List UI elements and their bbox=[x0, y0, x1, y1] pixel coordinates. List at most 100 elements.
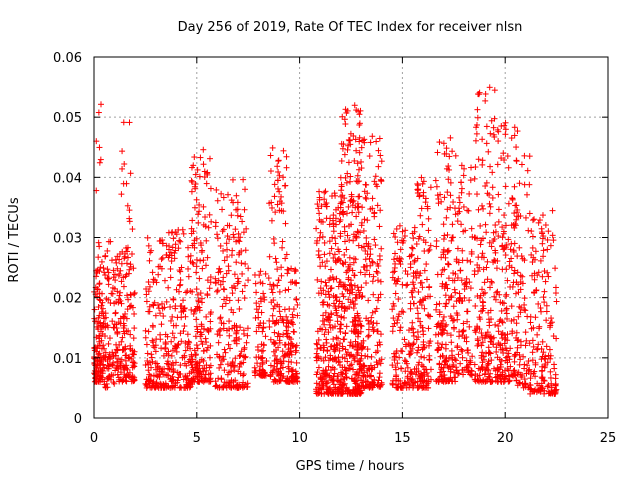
data-point bbox=[102, 384, 109, 391]
data-point bbox=[95, 109, 102, 116]
data-point bbox=[323, 336, 330, 343]
data-point bbox=[218, 375, 225, 382]
data-point bbox=[200, 221, 207, 228]
data-point bbox=[98, 357, 105, 364]
data-point bbox=[259, 328, 266, 335]
data-point bbox=[224, 191, 231, 198]
data-point bbox=[161, 365, 168, 372]
data-point bbox=[390, 230, 397, 237]
data-point bbox=[371, 326, 378, 333]
data-point bbox=[242, 260, 249, 267]
data-point bbox=[487, 163, 494, 170]
y-tick-label: 0.02 bbox=[53, 292, 82, 307]
data-point bbox=[207, 274, 214, 281]
data-point bbox=[152, 342, 159, 349]
data-point bbox=[172, 359, 179, 366]
data-point bbox=[240, 176, 247, 183]
data-point bbox=[479, 349, 486, 356]
data-point bbox=[450, 324, 457, 331]
data-point bbox=[213, 288, 220, 295]
data-point bbox=[280, 147, 287, 154]
data-point bbox=[340, 336, 347, 343]
data-point bbox=[191, 154, 198, 161]
data-point bbox=[524, 191, 531, 198]
data-point bbox=[327, 266, 334, 273]
data-point bbox=[114, 288, 121, 295]
data-point bbox=[502, 119, 509, 126]
data-point bbox=[120, 283, 127, 290]
data-point bbox=[486, 322, 493, 329]
data-point bbox=[223, 327, 230, 334]
data-point bbox=[291, 268, 298, 275]
data-point bbox=[167, 249, 174, 256]
data-point bbox=[163, 360, 170, 367]
data-point bbox=[543, 308, 550, 315]
data-point bbox=[432, 331, 439, 338]
data-point bbox=[185, 273, 192, 280]
data-point bbox=[185, 379, 192, 386]
data-point bbox=[192, 364, 199, 371]
data-point bbox=[479, 202, 486, 209]
data-point bbox=[116, 341, 123, 348]
data-point bbox=[475, 206, 482, 213]
data-point bbox=[341, 238, 348, 245]
data-point bbox=[123, 260, 130, 267]
data-point bbox=[149, 358, 156, 365]
data-point bbox=[105, 275, 112, 282]
data-point bbox=[392, 290, 399, 297]
data-point bbox=[226, 369, 233, 376]
data-point bbox=[418, 353, 425, 360]
data-point bbox=[149, 269, 156, 276]
data-point bbox=[486, 84, 493, 91]
data-point bbox=[106, 351, 113, 358]
data-point bbox=[110, 360, 117, 367]
data-point bbox=[472, 302, 479, 309]
data-point bbox=[201, 168, 208, 175]
data-point bbox=[514, 128, 521, 135]
data-point bbox=[427, 366, 434, 373]
data-point bbox=[273, 259, 280, 266]
data-point bbox=[169, 229, 176, 236]
data-point bbox=[216, 332, 223, 339]
data-point bbox=[204, 254, 211, 261]
data-point bbox=[200, 146, 207, 153]
data-point bbox=[227, 345, 234, 352]
data-point bbox=[241, 295, 248, 302]
data-point bbox=[282, 287, 289, 294]
data-point bbox=[101, 333, 108, 340]
data-point bbox=[112, 277, 119, 284]
data-point bbox=[332, 240, 339, 247]
data-point bbox=[498, 331, 505, 338]
data-point bbox=[541, 299, 548, 306]
data-point bbox=[127, 302, 134, 309]
data-point bbox=[96, 375, 103, 382]
data-point bbox=[99, 299, 106, 306]
data-point bbox=[345, 136, 352, 143]
data-point bbox=[494, 161, 501, 168]
data-point bbox=[517, 272, 524, 279]
data-point bbox=[349, 209, 356, 216]
x-tick-labels: 0 5 10 15 20 25 bbox=[90, 431, 616, 446]
data-point bbox=[157, 310, 164, 317]
data-point bbox=[212, 378, 219, 385]
data-point bbox=[501, 212, 508, 219]
data-point bbox=[487, 130, 494, 137]
data-point bbox=[323, 282, 330, 289]
data-point bbox=[217, 314, 224, 321]
data-point bbox=[509, 283, 516, 290]
data-point bbox=[235, 297, 242, 304]
data-point bbox=[197, 257, 204, 264]
data-point bbox=[167, 303, 174, 310]
data-point bbox=[188, 353, 195, 360]
data-point bbox=[149, 322, 156, 329]
data-point bbox=[425, 325, 432, 332]
data-point bbox=[176, 370, 183, 377]
data-point bbox=[194, 303, 201, 310]
data-point bbox=[123, 180, 130, 187]
data-point bbox=[157, 336, 164, 343]
x-tick-label: 25 bbox=[600, 431, 617, 446]
data-point bbox=[511, 353, 518, 360]
data-point bbox=[188, 177, 195, 184]
data-point bbox=[193, 269, 200, 276]
data-point bbox=[221, 257, 228, 264]
